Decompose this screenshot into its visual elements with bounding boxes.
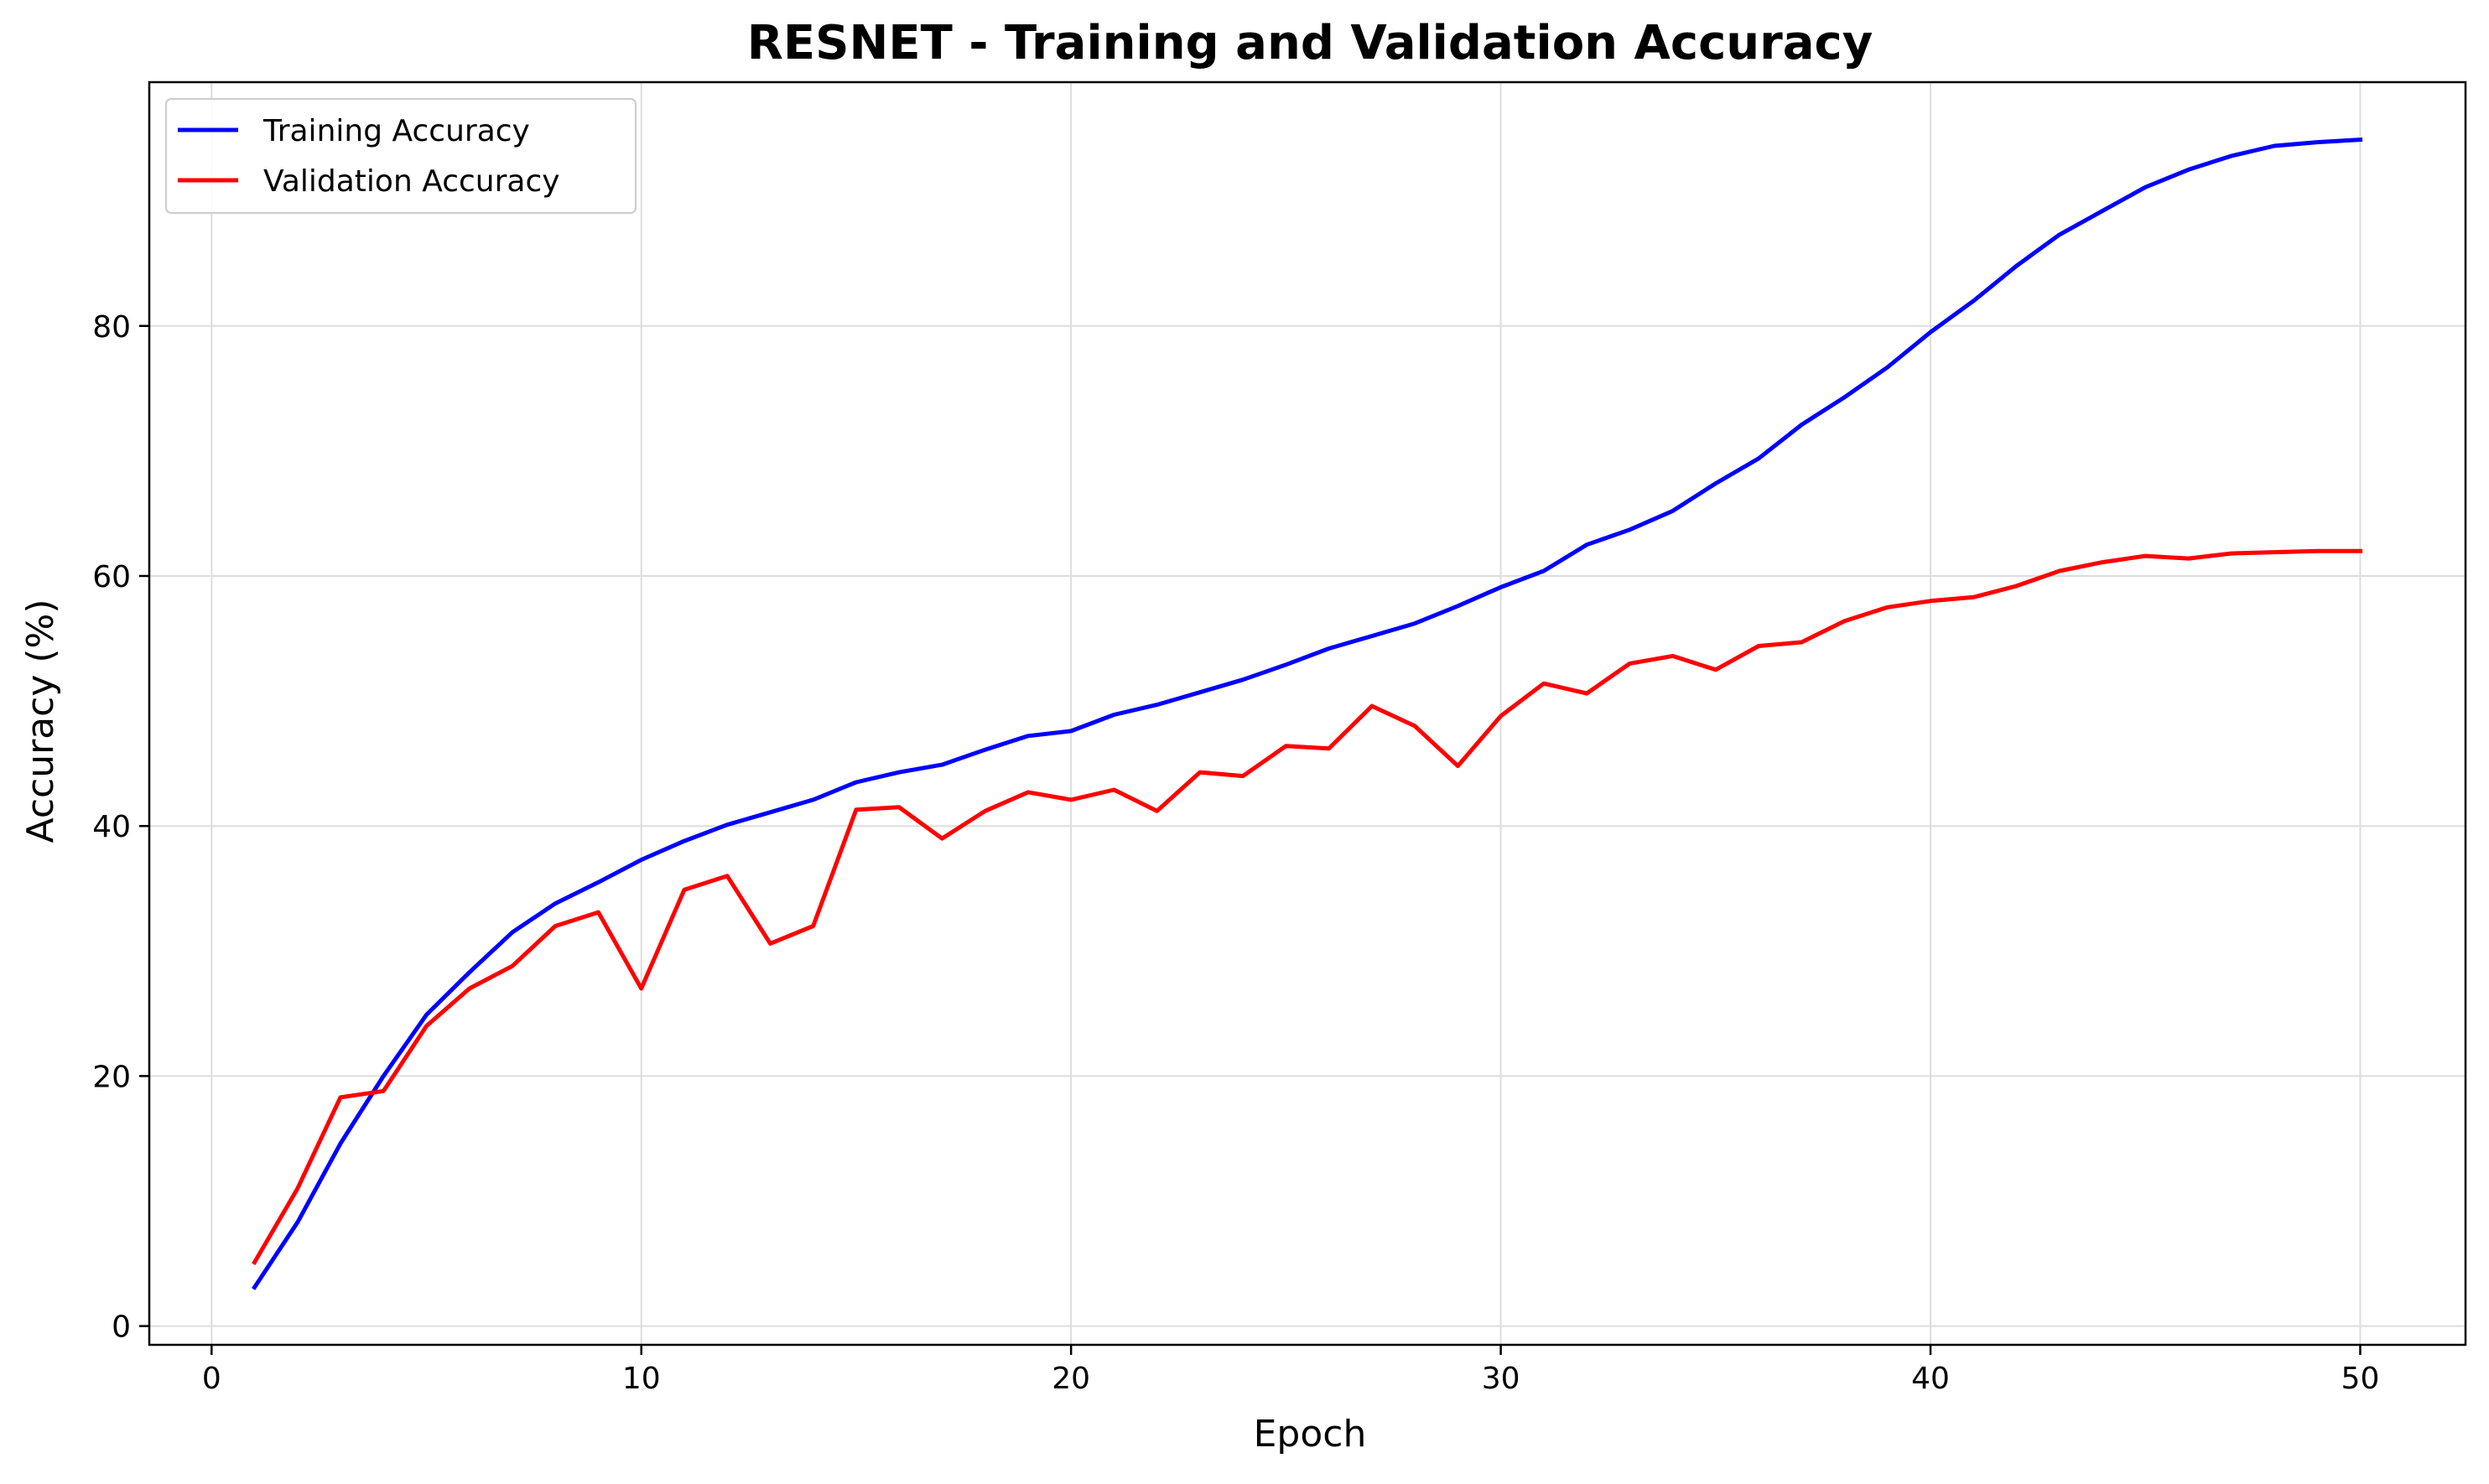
grid-lines [149,82,2466,1345]
y-tick-label: 0 [112,1310,131,1345]
x-axis-label: Epoch [1254,1413,1367,1455]
legend-label-validation-accuracy: Validation Accuracy [263,164,560,199]
x-tick-label: 0 [202,1362,221,1396]
plot-frame [148,80,2467,1346]
series-lines [252,137,2363,1290]
series-line-training-accuracy [252,137,2363,1290]
y-axis-label: Accuracy (%) [19,599,62,843]
y-tick-label: 40 [92,810,131,844]
legend-box [165,98,637,214]
x-tick-label: 50 [2341,1362,2380,1396]
series-line-validation-accuracy [252,548,2362,1266]
legend: Training Accuracy Validation Accuracy [165,98,637,214]
axis-ticks: 0 10 20 30 40 50 0 20 40 60 80 [92,310,2379,1396]
x-tick-label: 40 [1911,1362,1950,1396]
legend-label-training-accuracy: Training Accuracy [262,114,530,148]
y-tick-label: 60 [92,560,131,594]
y-tick-label: 80 [92,310,131,345]
x-tick-label: 20 [1052,1362,1090,1396]
y-tick-label: 20 [92,1060,131,1094]
x-tick-label: 10 [622,1362,661,1396]
chart-title: RESNET - Training and Validation Accurac… [747,16,1873,70]
x-tick-label: 30 [1482,1362,1520,1396]
